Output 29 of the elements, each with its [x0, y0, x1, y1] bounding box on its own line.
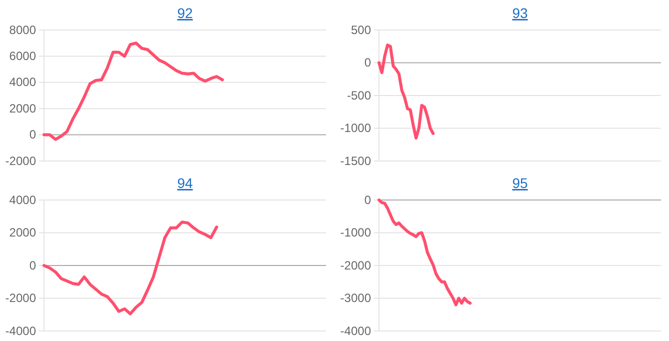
y-tick-label: 0: [29, 258, 36, 272]
y-tick-label: 2000: [9, 226, 36, 240]
line-series: [378, 198, 472, 306]
y-tick-label: -1500: [340, 154, 372, 168]
y-tick-label: 0: [29, 128, 36, 142]
y-tick-label: -3000: [340, 291, 372, 306]
y-tick-label: -1000: [340, 121, 372, 136]
line-series: [42, 42, 224, 141]
y-tick-label: 4000: [9, 192, 36, 207]
y-tick-label: -2000: [5, 291, 36, 306]
y-tick-label: -2000: [5, 154, 36, 168]
y-tick-label: -2000: [340, 258, 372, 272]
y-tick-label: 4000: [9, 75, 36, 90]
y-tick-label: 0: [364, 192, 372, 207]
line-series: [42, 220, 218, 316]
y-tick-label: 6000: [9, 49, 36, 64]
y-tick-label: 8000: [9, 22, 36, 37]
y-tick-label: -4000: [340, 324, 372, 338]
y-tick-label: 500: [350, 22, 372, 37]
chart-title: 94: [177, 175, 193, 191]
y-tick-label: 0: [364, 56, 372, 70]
line-series: [378, 44, 435, 140]
y-tick-label: -4000: [5, 324, 36, 338]
y-tick-label: 2000: [9, 101, 36, 116]
y-tick-label: -500: [346, 88, 372, 102]
chart-title: 93: [512, 5, 528, 21]
y-tick-label: -1000: [340, 226, 372, 240]
chart-title: 95: [512, 175, 528, 191]
chart-title: 92: [177, 5, 193, 21]
